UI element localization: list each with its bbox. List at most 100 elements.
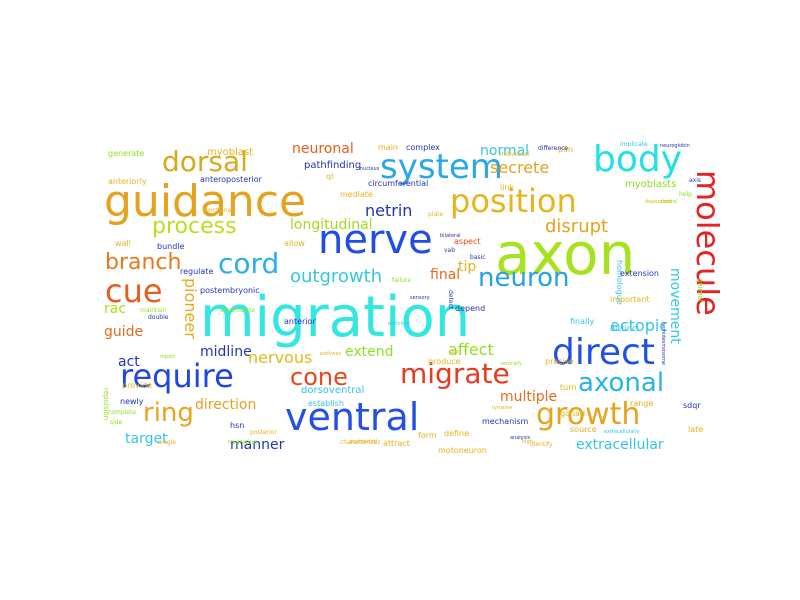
word-plate: plate [428,211,444,218]
word-extracellularly: extracellularly [604,429,640,435]
word-bundle: bundle [157,242,185,251]
word-secrete: secrete [490,158,550,177]
word-bilateral: bilateral [440,233,461,239]
word-ql: ql [326,172,334,181]
word-late: late [688,425,704,434]
word-allow: allow [284,239,305,248]
word-establish: establish [308,399,344,408]
word-ectopic: ectopic [610,316,669,335]
word-dorsoventral: dorsoventral [301,385,365,396]
word-longitudinal: longitudinal [290,217,373,233]
word-neuroglobin: neuroglobin [660,143,690,149]
word-sdqr: sdqr [683,401,701,410]
word-depend: depend [455,304,486,313]
word-main: main [378,143,398,152]
word-turn: turn [560,383,577,392]
word-system: system [380,147,503,187]
word-multiple: multiple [500,389,558,405]
word-produce: produce [428,357,461,366]
word-myoblasts: myoblasts [625,179,677,190]
word-migration: migration [200,285,471,350]
word-help: help [679,191,692,198]
word-manner: manner [230,437,285,453]
word-anteriorly: anteriorly [108,177,147,186]
word-aspect: aspect [454,237,481,246]
word-source: source [570,425,597,434]
word-growth: growth [536,397,641,432]
word-detect: detect [447,290,454,310]
word-act: act [118,354,140,370]
word-hemidesmosome: hemidesmosome [660,322,666,365]
word-accumulate: accumulate [220,307,256,314]
word-define: define [444,429,470,438]
word-target: target [125,431,168,447]
word-pathfinding: pathfinding [304,160,362,171]
word-range: range [630,399,654,408]
word-pioneer: pioneer [181,278,200,339]
word-require: require [120,357,234,395]
word-wall: wall [115,239,131,248]
word-attract: attract [383,439,410,448]
word-postembryonic: postembryonic [200,286,260,295]
word-extension: extension [620,269,659,278]
word-axonal: axonal [578,368,665,398]
word-axis: axis [689,177,702,184]
word-posteriorly: posteriorly [350,439,377,445]
word-rac: rac [104,301,127,317]
word-normal: normal [480,143,530,159]
word-pathway: pathway [320,351,342,357]
word-netrin: netrin [365,201,413,220]
word-enriched: enriched [388,321,410,327]
word-basic: basic [470,254,486,261]
word-cloud: migration axon guidance nerve ventral system b… [100,140,720,460]
word-nervous: nervous [248,348,313,367]
word-anterior: anterior [284,317,316,326]
word-double: double [148,314,169,321]
word-axon: axon [495,220,636,288]
word-nucleus: nucleus [360,166,380,172]
word-failure: failure [392,277,411,284]
word-process: process [152,214,237,239]
word-implicate: implicate [620,141,648,148]
word-affect: affect [448,340,494,359]
word-final: final [430,267,461,283]
word-nerve: nerve [318,217,433,263]
word-identify: identify [530,441,553,448]
word-analysis: analysis [510,435,531,441]
word-provide: provide [122,381,153,390]
word-position: position [450,182,577,220]
word-finally: finally [570,317,595,326]
word-disrupt: disrupt [545,216,609,237]
word-form: form [418,431,437,440]
word-mediate: mediate [340,190,373,199]
word-single: single [158,439,176,446]
word-regulate: regulate [180,267,214,276]
word-characteristic: characteristic [340,439,381,446]
word-cue: cue [105,272,163,310]
word-posterior: posterior [250,429,277,436]
word-individual: individual [500,151,530,158]
word-circumferential: circumferential [368,179,429,188]
word-extend: extend [345,344,394,360]
word-important: important [610,295,650,304]
word-complex: complex [406,143,440,152]
word-link: link [500,183,515,192]
word-distinct: distinct [610,324,640,333]
word-anteroposterior: anteroposterior [200,175,262,184]
word-tip: tip [458,259,477,275]
word-direct: direct [552,332,655,373]
word-mechanism: mechanism [482,417,529,426]
word-complete: complete [108,409,137,416]
word-sensory: sensory [410,295,430,301]
word-midline: midline [200,344,252,360]
word-guide: guide [104,324,144,340]
word-neuron: neuron [478,263,570,293]
word-newly: newly [120,397,144,406]
word-extracellular: extracellular [576,437,664,453]
word-branch: branch [105,250,182,275]
word-glia: glia [450,349,460,355]
word-body: body [593,140,683,180]
word-difference: difference [538,145,569,152]
word-dependent: dependent [645,199,673,205]
